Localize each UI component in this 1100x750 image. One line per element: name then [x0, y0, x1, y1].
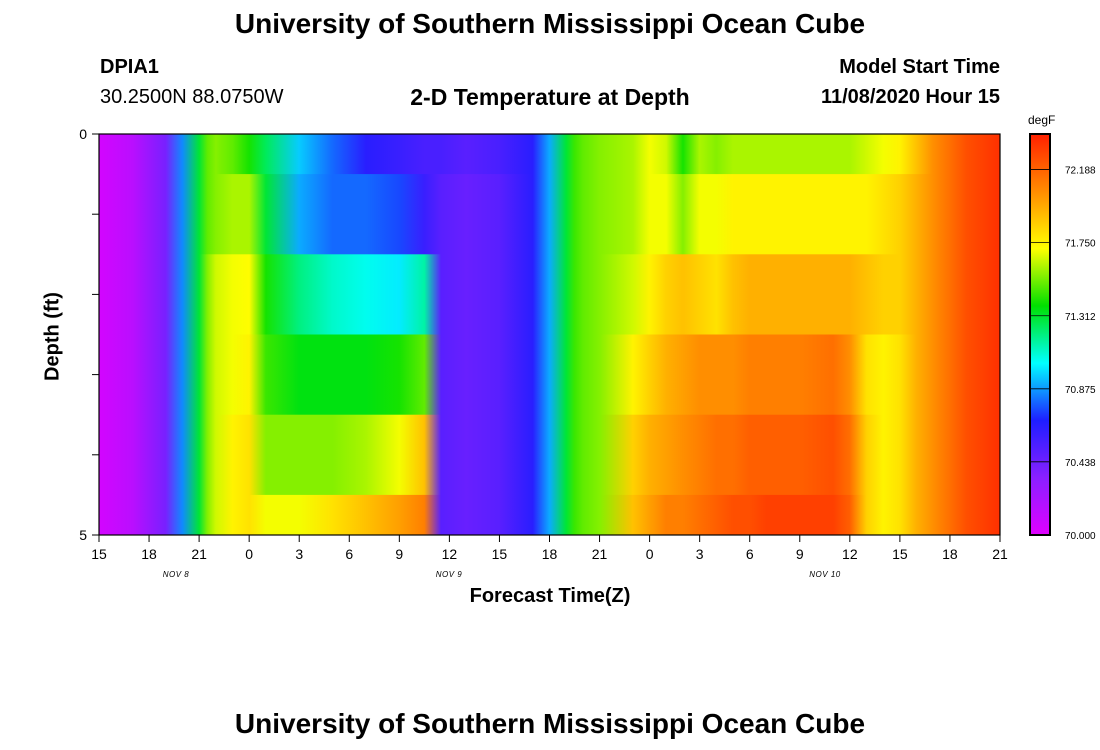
heatmap-band-3	[99, 335, 1000, 416]
heatmap-band-1	[99, 174, 1000, 255]
colorbar-tick-label: 70.438	[1065, 458, 1096, 469]
x-tick-label: 15	[492, 546, 508, 562]
x-tick-label: 9	[796, 546, 804, 562]
x-tick-label: 18	[942, 546, 958, 562]
heatmap-band-0	[99, 134, 1000, 175]
colorbar-tick-label: 71.750	[1065, 239, 1096, 250]
colorbar-tick-label: 70.875	[1065, 385, 1096, 396]
x-tick-label: 0	[245, 546, 253, 562]
y-tick-label: 5	[79, 527, 87, 543]
y-axis-ticks: 05	[79, 126, 99, 543]
x-tick-label: 15	[892, 546, 908, 562]
heatmap-band-4	[99, 415, 1000, 496]
x-tick-label: 21	[191, 546, 207, 562]
x-tick-label: 6	[746, 546, 754, 562]
x-tick-label: 12	[842, 546, 858, 562]
y-axis-title: Depth (ft)	[42, 272, 65, 402]
x-tick-label: 12	[442, 546, 458, 562]
colorbar: 70.000 70.438 70.875 71.312 71.750 72.188	[1030, 134, 1096, 542]
x-tick-label: 15	[91, 546, 107, 562]
colorbar-scale	[1030, 134, 1050, 535]
date-label-nov9: NOV 9	[419, 570, 479, 579]
x-tick-label: 3	[295, 546, 303, 562]
x-tick-label: 18	[141, 546, 157, 562]
x-axis-title: Forecast Time(Z)	[400, 585, 700, 608]
colorbar-unit: degF	[1028, 113, 1055, 127]
colorbar-tick-label: 72.188	[1065, 165, 1096, 176]
x-tick-label: 21	[592, 546, 608, 562]
x-tick-label: 6	[345, 546, 353, 562]
colorbar-tick-label: 70.000	[1065, 531, 1096, 542]
heatmap-band-2	[99, 254, 1000, 335]
y-tick-label: 0	[79, 126, 87, 142]
x-tick-label: 0	[646, 546, 654, 562]
date-label-nov8: NOV 8	[146, 570, 206, 579]
x-tick-label: 3	[696, 546, 704, 562]
x-tick-label: 9	[395, 546, 403, 562]
x-tick-label: 21	[992, 546, 1008, 562]
x-tick-label: 18	[542, 546, 558, 562]
heatmap-band-5	[99, 495, 1000, 536]
date-label-nov10: NOV 10	[795, 570, 855, 579]
page-title-bottom: University of Southern Mississippi Ocean…	[0, 708, 1100, 740]
x-axis-ticks: 15 18 21 0 3 6 9 12 15 18 21 0 3 6 9 12 15 18 21	[91, 535, 1008, 562]
heatmap-bands	[99, 134, 1000, 536]
colorbar-tick-label: 71.312	[1065, 312, 1096, 323]
